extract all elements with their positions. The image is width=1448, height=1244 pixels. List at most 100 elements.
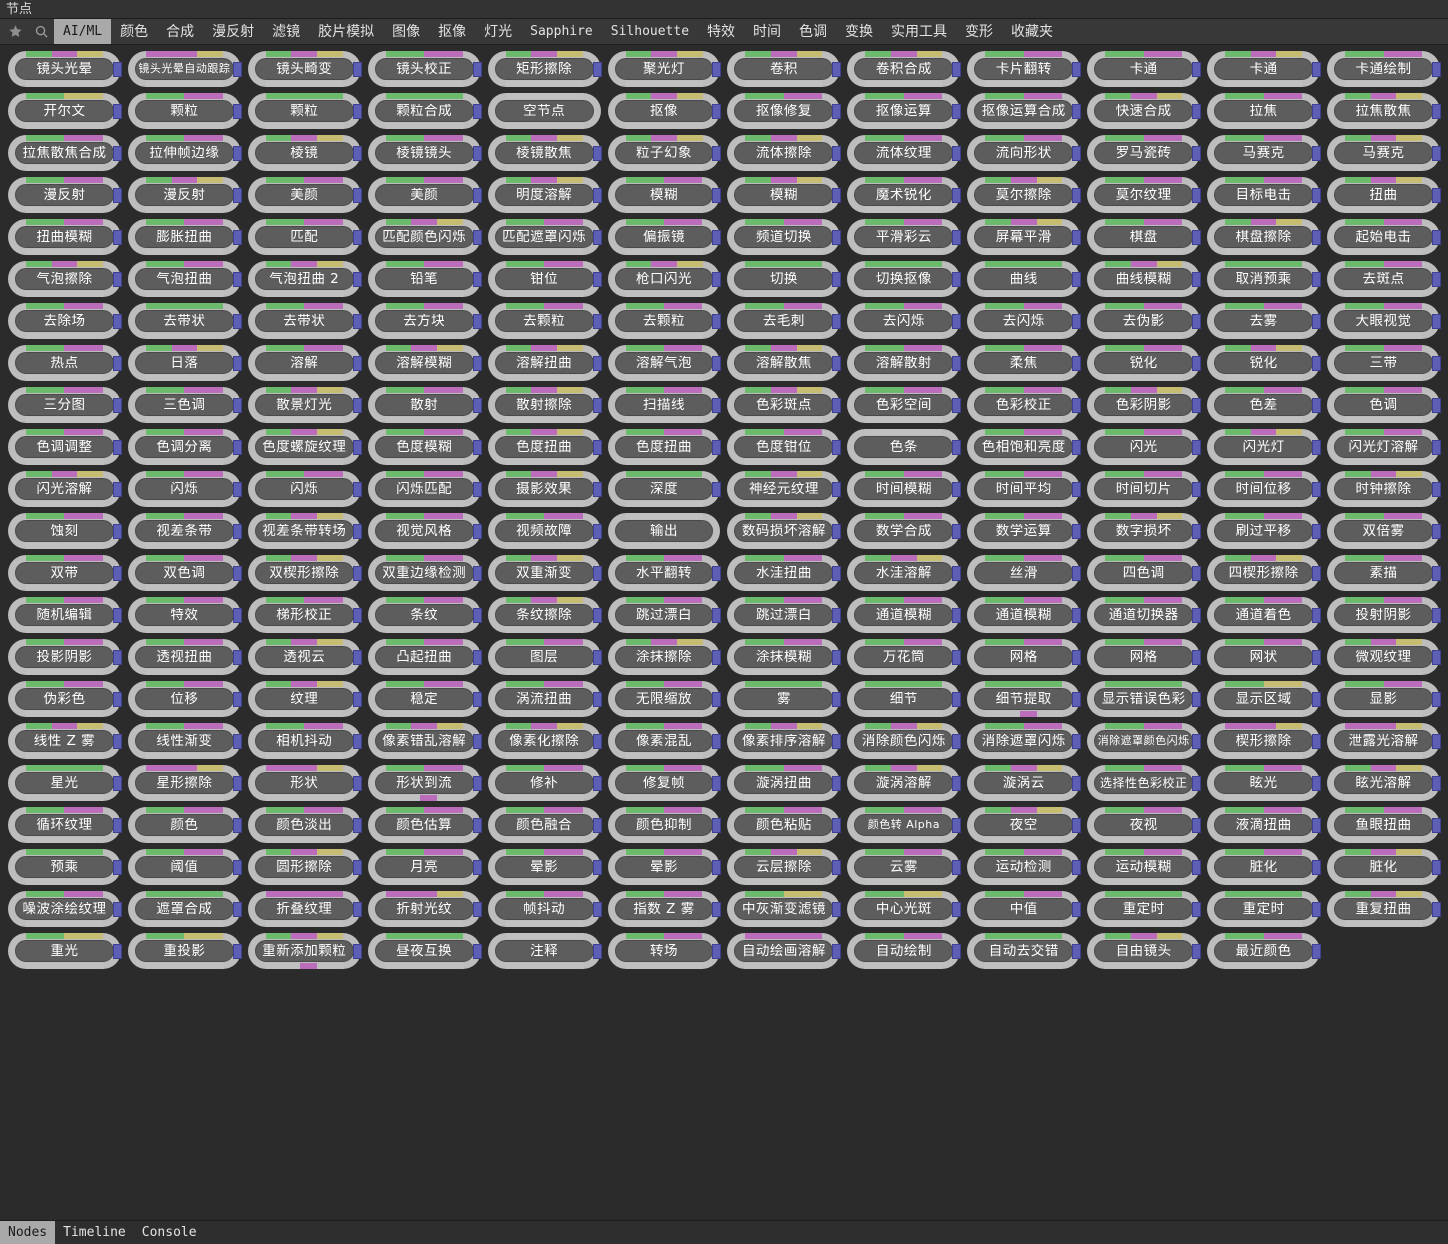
node-output-connector[interactable]: [112, 692, 122, 707]
node-chip[interactable]: 颜色估算: [367, 807, 482, 843]
node-output-connector[interactable]: [1072, 692, 1082, 707]
node-chip[interactable]: 指数 Z 雾: [607, 891, 722, 927]
node-output-connector[interactable]: [1312, 398, 1322, 413]
node-output-connector[interactable]: [1312, 650, 1322, 665]
node-output-connector[interactable]: [832, 230, 842, 245]
node-chip[interactable]: 消除遮罩闪烁: [967, 723, 1082, 759]
node-output-connector[interactable]: [592, 818, 602, 833]
node-output-connector[interactable]: [592, 314, 602, 329]
node-chip[interactable]: 重光: [8, 933, 122, 969]
node-chip[interactable]: 时间平均: [967, 471, 1082, 507]
node-chip[interactable]: 月亮: [367, 849, 482, 885]
node-chip[interactable]: 卡通: [1207, 51, 1322, 87]
category-tab-8[interactable]: 灯光: [484, 23, 513, 40]
node-chip[interactable]: 眩光溶解: [1327, 765, 1441, 801]
node-chip[interactable]: 输出: [607, 513, 721, 549]
node-chip[interactable]: 闪烁匹配: [367, 471, 482, 507]
node-chip[interactable]: 神经元纹理: [727, 471, 842, 507]
node-output-connector[interactable]: [592, 650, 602, 665]
node-chip[interactable]: 颗粒: [247, 93, 362, 129]
node-chip[interactable]: 像素化擦除: [487, 723, 602, 759]
node-chip[interactable]: 网格: [967, 639, 1082, 675]
node-chip[interactable]: 星光: [8, 765, 122, 801]
node-chip[interactable]: 色调调整: [8, 429, 122, 465]
node-output-connector[interactable]: [1431, 692, 1441, 707]
node-output-connector[interactable]: [952, 608, 962, 623]
node-chip[interactable]: 罗马瓷砖: [1087, 135, 1202, 171]
node-chip[interactable]: 像素排序溶解: [727, 723, 842, 759]
node-output-connector[interactable]: [832, 188, 842, 203]
node-output-connector[interactable]: [352, 314, 362, 329]
node-chip[interactable]: 涂抹擦除: [607, 639, 722, 675]
node-chip[interactable]: 流体纹理: [847, 135, 962, 171]
node-chip[interactable]: 楔形擦除: [1207, 723, 1322, 759]
node-output-connector[interactable]: [1072, 734, 1082, 749]
node-chip[interactable]: 马赛克: [1327, 135, 1441, 171]
node-output-connector[interactable]: [712, 692, 722, 707]
node-chip[interactable]: 细节提取: [967, 681, 1082, 717]
category-tab-9[interactable]: Sapphire: [530, 23, 593, 39]
node-chip[interactable]: 晕影: [607, 849, 722, 885]
node-chip[interactable]: 闪烁: [247, 471, 362, 507]
node-output-connector[interactable]: [352, 62, 362, 77]
node-output-connector[interactable]: [1312, 860, 1322, 875]
node-output-connector[interactable]: [472, 230, 482, 245]
node-chip[interactable]: 蚀刻: [8, 513, 122, 549]
node-output-connector[interactable]: [832, 734, 842, 749]
node-output-connector[interactable]: [1072, 272, 1082, 287]
node-output-connector[interactable]: [592, 440, 602, 455]
node-chip[interactable]: 涡流扭曲: [487, 681, 602, 717]
node-output-connector[interactable]: [472, 314, 482, 329]
node-chip[interactable]: 色彩阴影: [1087, 387, 1202, 423]
node-output-connector[interactable]: [232, 356, 242, 371]
node-chip[interactable]: 平滑彩云: [847, 219, 962, 255]
node-chip[interactable]: 凸起扭曲: [367, 639, 482, 675]
node-chip[interactable]: 形状: [247, 765, 362, 801]
node-output-connector[interactable]: [232, 398, 242, 413]
node-chip[interactable]: 数码损坏溶解: [727, 513, 842, 549]
node-chip[interactable]: 时间模糊: [847, 471, 962, 507]
node-chip[interactable]: 自动去交错: [967, 933, 1082, 969]
node-chip[interactable]: 三色调: [127, 387, 242, 423]
node-output-connector[interactable]: [472, 440, 482, 455]
node-output-connector[interactable]: [232, 272, 242, 287]
node-output-connector[interactable]: [232, 482, 242, 497]
node-chip[interactable]: 双色调: [127, 555, 242, 591]
node-output-connector[interactable]: [592, 482, 602, 497]
node-output-connector[interactable]: [952, 734, 962, 749]
node-output-connector[interactable]: [352, 734, 362, 749]
node-output-connector[interactable]: [112, 608, 122, 623]
node-chip[interactable]: 三分图: [8, 387, 122, 423]
node-chip[interactable]: 拉焦散焦: [1327, 93, 1441, 129]
node-output-connector[interactable]: [952, 566, 962, 581]
node-chip[interactable]: 卡通绘制: [1327, 51, 1441, 87]
node-chip[interactable]: 双带: [8, 555, 122, 591]
node-output-connector[interactable]: [1431, 356, 1441, 371]
node-chip[interactable]: 相机抖动: [247, 723, 362, 759]
node-output-connector[interactable]: [232, 146, 242, 161]
node-output-connector[interactable]: [712, 440, 722, 455]
node-chip[interactable]: 棋盘擦除: [1207, 219, 1322, 255]
node-output-connector[interactable]: [232, 944, 242, 959]
node-chip[interactable]: 取消预乘: [1207, 261, 1322, 297]
node-chip[interactable]: 水洼溶解: [847, 555, 962, 591]
node-output-connector[interactable]: [472, 776, 482, 791]
node-output-connector[interactable]: [712, 230, 722, 245]
node-output-connector[interactable]: [1431, 188, 1441, 203]
node-output-connector[interactable]: [832, 608, 842, 623]
node-chip[interactable]: 重投影: [127, 933, 242, 969]
node-output-connector[interactable]: [952, 314, 962, 329]
node-chip[interactable]: 像素错乱溶解: [367, 723, 482, 759]
node-chip[interactable]: 三带: [1327, 345, 1441, 381]
node-chip[interactable]: 漩涡扭曲: [727, 765, 842, 801]
node-output-connector[interactable]: [832, 62, 842, 77]
node-output-connector[interactable]: [232, 566, 242, 581]
node-output-connector[interactable]: [832, 860, 842, 875]
node-output-connector[interactable]: [232, 314, 242, 329]
node-output-connector[interactable]: [232, 650, 242, 665]
node-chip[interactable]: 眩光: [1207, 765, 1322, 801]
node-chip[interactable]: 目标电击: [1207, 177, 1322, 213]
node-output-connector[interactable]: [1072, 608, 1082, 623]
node-chip[interactable]: 锐化: [1087, 345, 1202, 381]
node-output-connector[interactable]: [472, 902, 482, 917]
